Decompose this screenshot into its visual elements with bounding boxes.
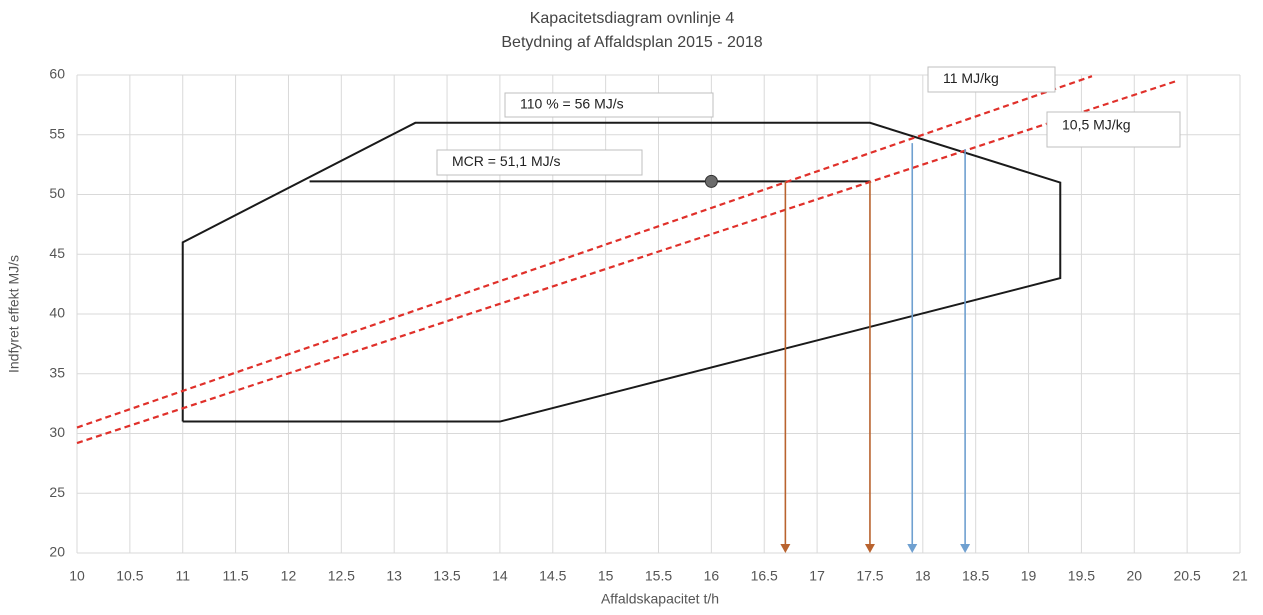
arrow-head (864, 544, 875, 553)
x-tick-label: 15 (598, 568, 614, 584)
x-tick-label: 10 (69, 568, 85, 584)
x-tick-label: 12 (281, 568, 297, 584)
annotation-box (436, 149, 643, 176)
y-tick-label: 40 (49, 305, 65, 321)
arrow-head (780, 544, 791, 553)
x-tick-label: 20.5 (1174, 568, 1201, 584)
annotation: 11 MJ/kg (943, 70, 999, 86)
annotation-box (504, 92, 714, 118)
y-tick-label: 55 (49, 125, 65, 141)
chart-subtitle: Betydning af Affaldsplan 2015 - 2018 (501, 34, 762, 51)
arrow-head (960, 544, 971, 553)
dashed-line (76, 75, 1093, 429)
x-tick-label: 16.5 (751, 568, 778, 584)
annotation: 10,5 MJ/kg (1062, 117, 1130, 133)
x-tick-label: 13.5 (433, 568, 460, 584)
x-axis-label: Affaldskapacitet t/h (601, 591, 719, 607)
x-tick-label: 11.5 (222, 568, 248, 584)
chart-title: Kapacitetsdiagram ovnlinje 4 (530, 10, 735, 27)
x-tick-label: 19 (1021, 568, 1037, 584)
annotation: 110 % = 56 MJ/s (520, 96, 624, 112)
x-tick-label: 12.5 (328, 568, 355, 584)
y-tick-label: 25 (49, 484, 65, 500)
x-tick-label: 18.5 (962, 568, 989, 584)
x-tick-label: 17 (809, 568, 825, 584)
point (704, 174, 718, 188)
annotation: MCR = 51,1 MJ/s (452, 153, 561, 169)
dashed-line (76, 79, 1177, 445)
annotation-box (1046, 111, 1181, 148)
x-tick-label: 15.5 (645, 568, 672, 584)
arrow-head (907, 544, 918, 553)
x-tick-label: 21 (1232, 568, 1248, 584)
y-tick-label: 50 (49, 185, 65, 201)
y-tick-label: 45 (49, 245, 65, 261)
x-tick-label: 17.5 (856, 568, 883, 584)
annotation-box (927, 66, 1056, 93)
y-tick-label: 35 (49, 364, 65, 380)
x-tick-label: 20 (1126, 568, 1142, 584)
x-tick-label: 11 (175, 568, 190, 584)
x-tick-label: 16 (704, 568, 720, 584)
x-tick-label: 14.5 (539, 568, 566, 584)
x-tick-label: 18 (915, 568, 931, 584)
x-tick-label: 19.5 (1068, 568, 1095, 584)
y-axis-label: Indfyret effekt MJ/s (6, 255, 22, 373)
y-tick-label: 30 (49, 424, 65, 440)
y-tick-label: 60 (49, 66, 65, 82)
y-tick-label: 20 (49, 544, 65, 560)
x-tick-label: 14 (492, 568, 508, 584)
x-tick-label: 10.5 (116, 568, 143, 584)
x-tick-label: 13 (386, 568, 402, 584)
